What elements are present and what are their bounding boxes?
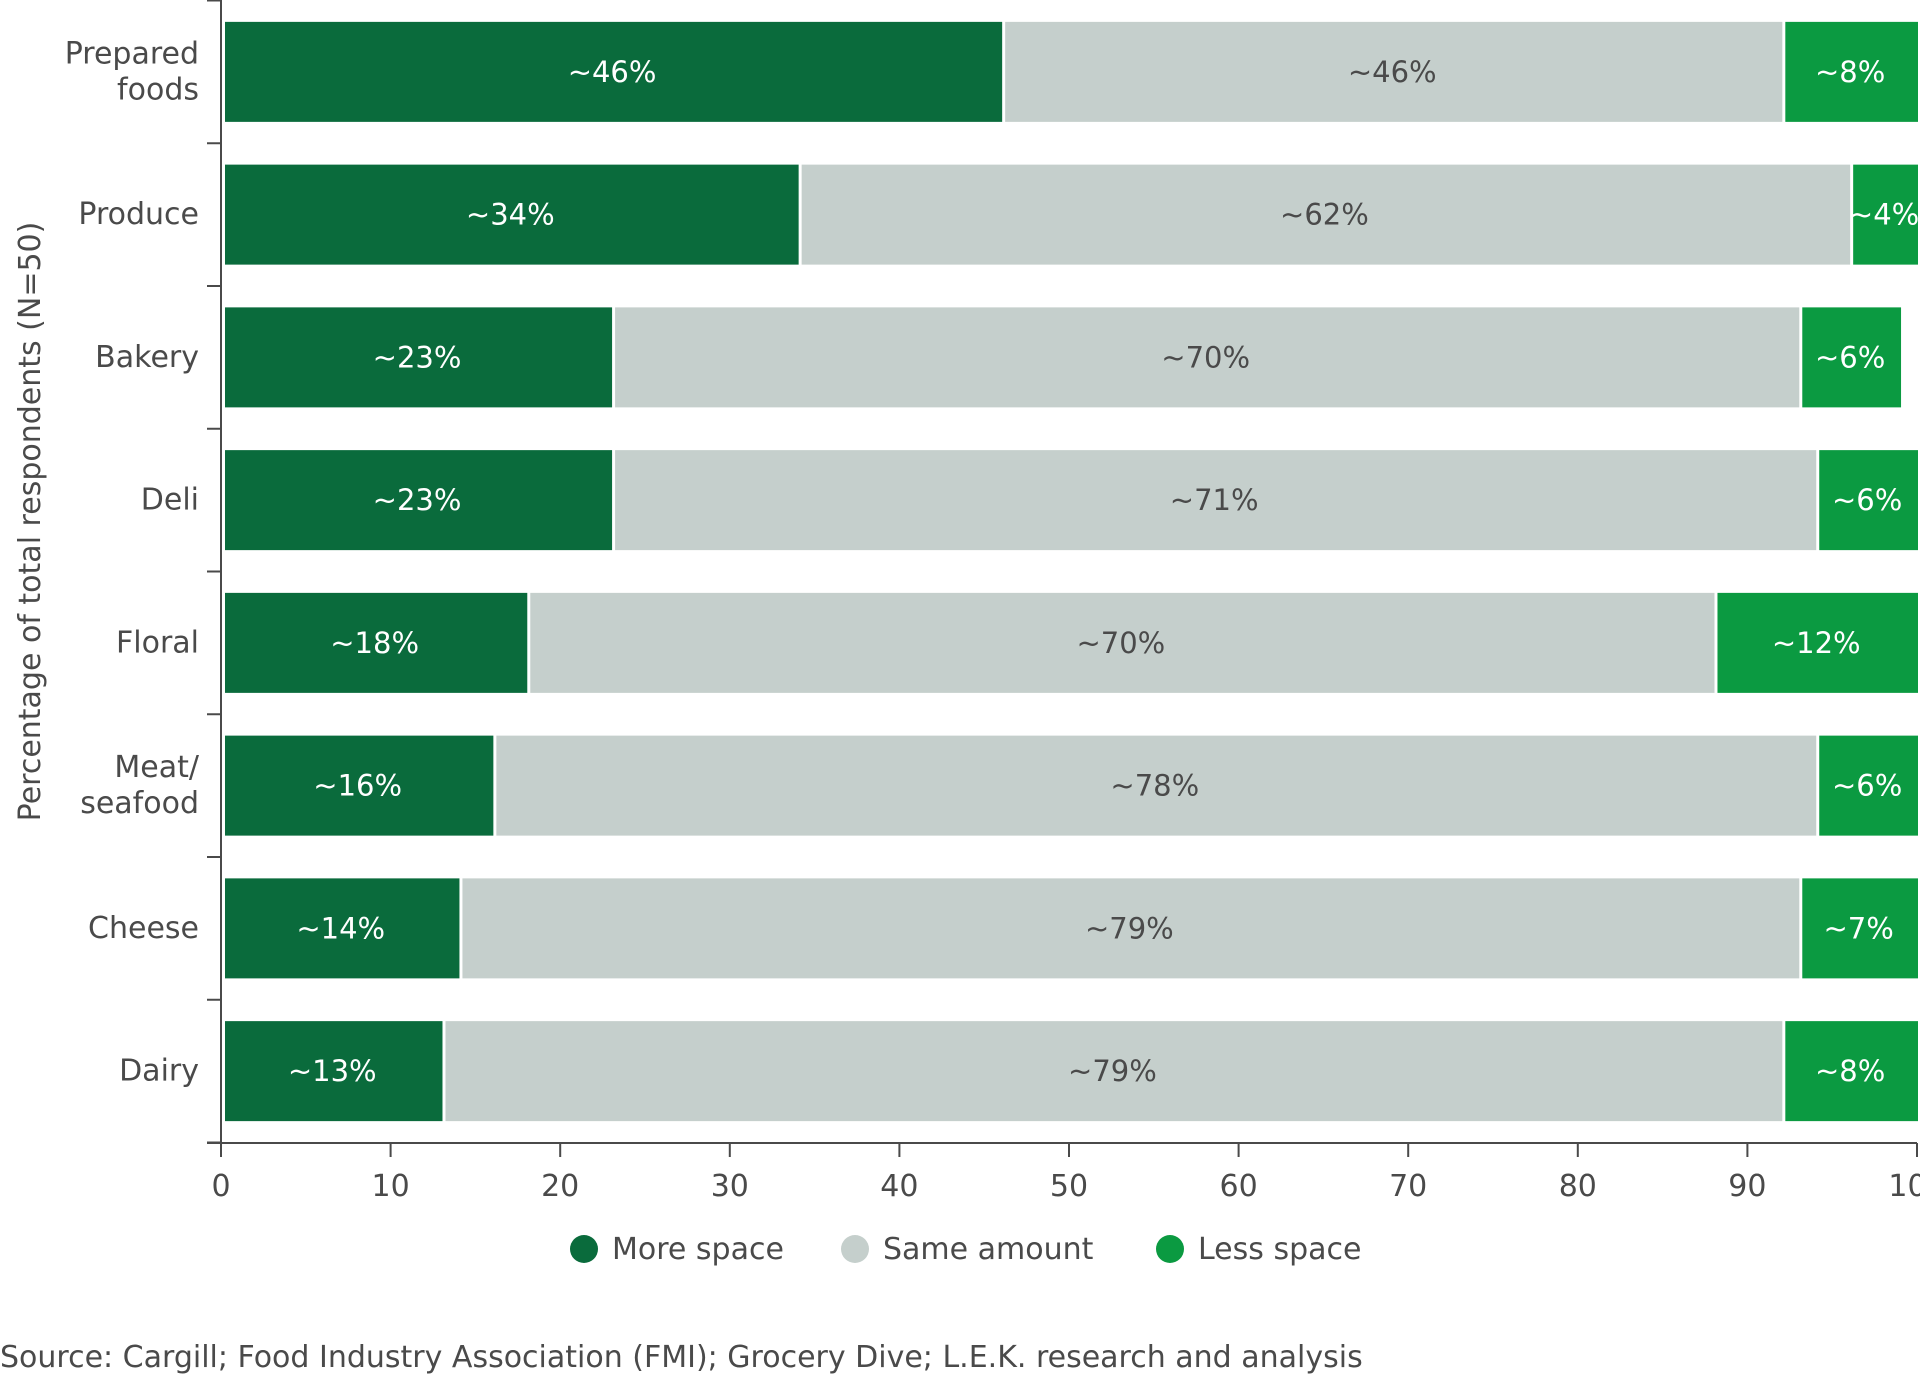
data-label: ~13%	[288, 1054, 377, 1088]
data-label: ~23%	[373, 340, 462, 374]
bar-segment	[1785, 21, 1918, 122]
source-note: Source: Cargill; Food Industry Associati…	[0, 1340, 1363, 1375]
category-label-line: seafood	[80, 786, 199, 821]
data-label: ~12%	[1772, 626, 1861, 660]
bar-segment	[225, 1021, 443, 1122]
category-label-line: foods	[117, 72, 199, 107]
data-label: ~18%	[330, 626, 419, 660]
x-tick-label: 0	[211, 1169, 230, 1204]
legend-swatch	[570, 1235, 598, 1263]
bar-segment	[225, 21, 1003, 122]
bar-segment	[225, 878, 460, 979]
data-label: ~6%	[1832, 483, 1902, 517]
bar-segment	[801, 164, 1851, 265]
x-tick-label: 20	[541, 1169, 579, 1204]
category-label: Bakery	[95, 340, 199, 375]
category-label-line: Prepared	[65, 36, 199, 71]
bar-segment	[1819, 450, 1918, 551]
data-label: ~46%	[1348, 55, 1437, 89]
bar-segment	[1853, 164, 1918, 265]
legend-label: More space	[612, 1232, 784, 1267]
bar-segment	[1785, 1021, 1918, 1122]
data-label: ~4%	[1849, 198, 1919, 232]
bar-segment	[1717, 592, 1918, 693]
data-label: ~34%	[466, 198, 555, 232]
data-label: ~23%	[373, 483, 462, 517]
data-label: ~79%	[1068, 1054, 1157, 1088]
bar-segment	[615, 307, 1800, 408]
data-label: ~6%	[1815, 340, 1885, 374]
data-label: ~79%	[1085, 911, 1174, 945]
category-label-line: Bakery	[95, 340, 199, 375]
category-label: Cheese	[88, 911, 199, 946]
bar-segment	[225, 592, 528, 693]
x-tick-label: 50	[1050, 1169, 1088, 1204]
data-label: ~8%	[1815, 1054, 1885, 1088]
x-tick-label: 40	[880, 1169, 918, 1204]
category-label-line: Meat/	[114, 750, 199, 785]
category-label-line: Floral	[116, 625, 199, 660]
category-label-line: Deli	[141, 483, 199, 518]
data-label: ~71%	[1170, 483, 1259, 517]
data-label: ~70%	[1076, 626, 1165, 660]
data-label: ~14%	[296, 911, 385, 945]
x-tick-label: 60	[1220, 1169, 1258, 1204]
data-label: ~62%	[1280, 198, 1369, 232]
category-label: Dairy	[119, 1054, 199, 1089]
x-tick-label: 70	[1389, 1169, 1427, 1204]
bar-segment	[225, 735, 494, 836]
legend-swatch	[841, 1235, 869, 1263]
x-tick-label: 80	[1559, 1169, 1597, 1204]
legend-label: Same amount	[883, 1232, 1094, 1267]
bar-segment	[530, 592, 1715, 693]
bar-segment	[1005, 21, 1783, 122]
data-label: ~8%	[1815, 55, 1885, 89]
y-axis-title: Percentage of total respondents (N=50)	[13, 222, 48, 822]
legend-label: Less space	[1198, 1232, 1361, 1267]
data-label: ~16%	[313, 769, 402, 803]
x-tick-label: 10	[372, 1169, 410, 1204]
category-label-line: Dairy	[119, 1054, 199, 1089]
bar-segment	[445, 1021, 1783, 1122]
bar-segment	[225, 164, 799, 265]
category-label: Floral	[116, 625, 199, 660]
x-tick-label: 90	[1728, 1169, 1766, 1204]
data-label: ~7%	[1823, 911, 1893, 945]
data-label: ~78%	[1110, 769, 1199, 803]
bar-segment	[1802, 878, 1918, 979]
bar-segment	[225, 450, 613, 551]
category-label-line: Produce	[78, 197, 199, 232]
bar-segment	[462, 878, 1800, 979]
data-label: ~6%	[1832, 769, 1902, 803]
data-label: ~70%	[1161, 340, 1250, 374]
category-label: Meat/seafood	[80, 750, 200, 821]
category-label: Produce	[78, 197, 199, 232]
x-tick-label: 30	[711, 1169, 749, 1204]
x-tick-label: 100	[1888, 1169, 1920, 1204]
bar-segment	[615, 450, 1817, 551]
bar-segment	[496, 735, 1817, 836]
category-label: Prepared foods	[65, 36, 199, 107]
bar-segment	[225, 307, 613, 408]
legend-swatch	[1156, 1235, 1184, 1263]
bar-segment	[1802, 307, 1902, 408]
bar-segment	[1819, 735, 1918, 836]
category-label: Deli	[141, 483, 199, 518]
data-label: ~46%	[568, 55, 657, 89]
category-label-line: Cheese	[88, 911, 199, 946]
